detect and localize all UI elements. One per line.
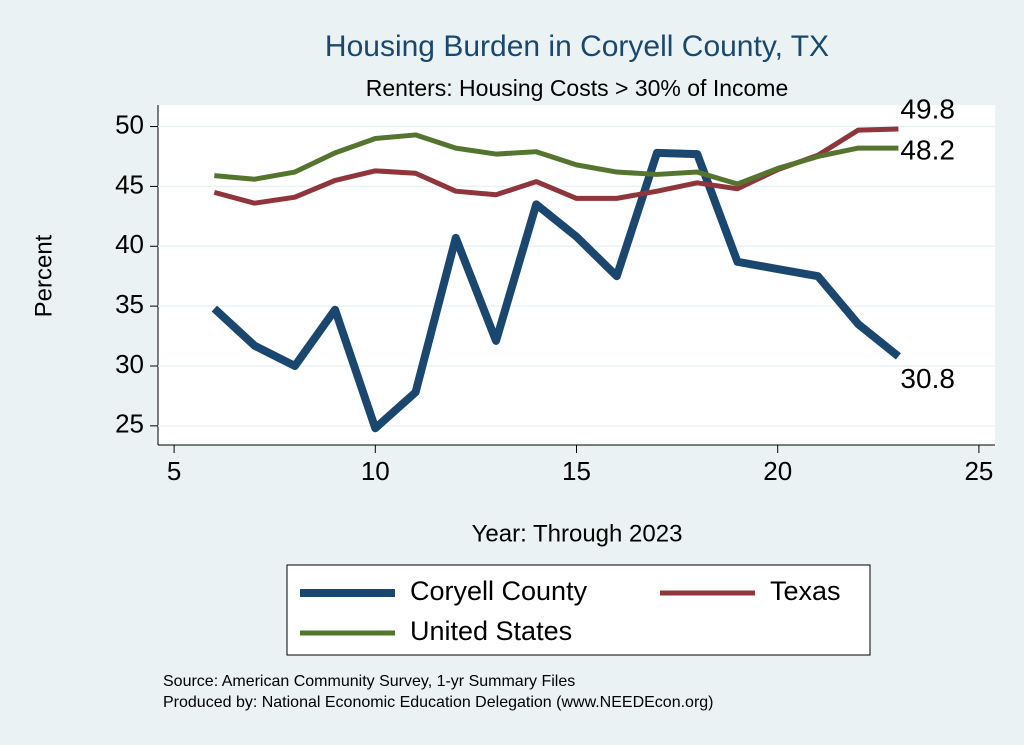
x-tick-label: 10 <box>361 456 390 486</box>
y-tick-label: 50 <box>115 109 144 139</box>
legend <box>286 564 871 656</box>
x-tick-label: 5 <box>167 456 181 486</box>
chart-title: Housing Burden in Coryell County, TX <box>325 30 829 63</box>
end-label: 48.2 <box>900 134 955 165</box>
x-tick-label: 25 <box>964 456 993 486</box>
series-line <box>214 132 899 187</box>
legend-label: Coryell County <box>410 576 588 606</box>
series-line <box>211 148 901 433</box>
source-note: Source: American Community Survey, 1-yr … <box>163 673 575 690</box>
x-tick-label: 20 <box>763 456 792 486</box>
y-tick-label: 45 <box>115 169 144 199</box>
source-note: Produced by: National Economic Education… <box>163 694 714 711</box>
legend-label: United States <box>410 616 572 646</box>
legend-label: Texas <box>770 576 841 606</box>
y-axis-title: Percent <box>30 234 57 317</box>
y-tick-label: 25 <box>115 409 144 439</box>
y-tick-label: 40 <box>115 229 144 259</box>
chart-subtitle: Renters: Housing Costs > 30% of Income <box>366 75 789 101</box>
plot-area <box>158 105 995 445</box>
end-label: 30.8 <box>900 363 955 394</box>
y-tick-label: 30 <box>115 349 144 379</box>
x-tick-label: 15 <box>562 456 591 486</box>
end-label: 49.8 <box>900 93 955 124</box>
y-tick-label: 35 <box>115 289 144 319</box>
x-axis-title: Year: Through 2023 <box>472 520 683 547</box>
